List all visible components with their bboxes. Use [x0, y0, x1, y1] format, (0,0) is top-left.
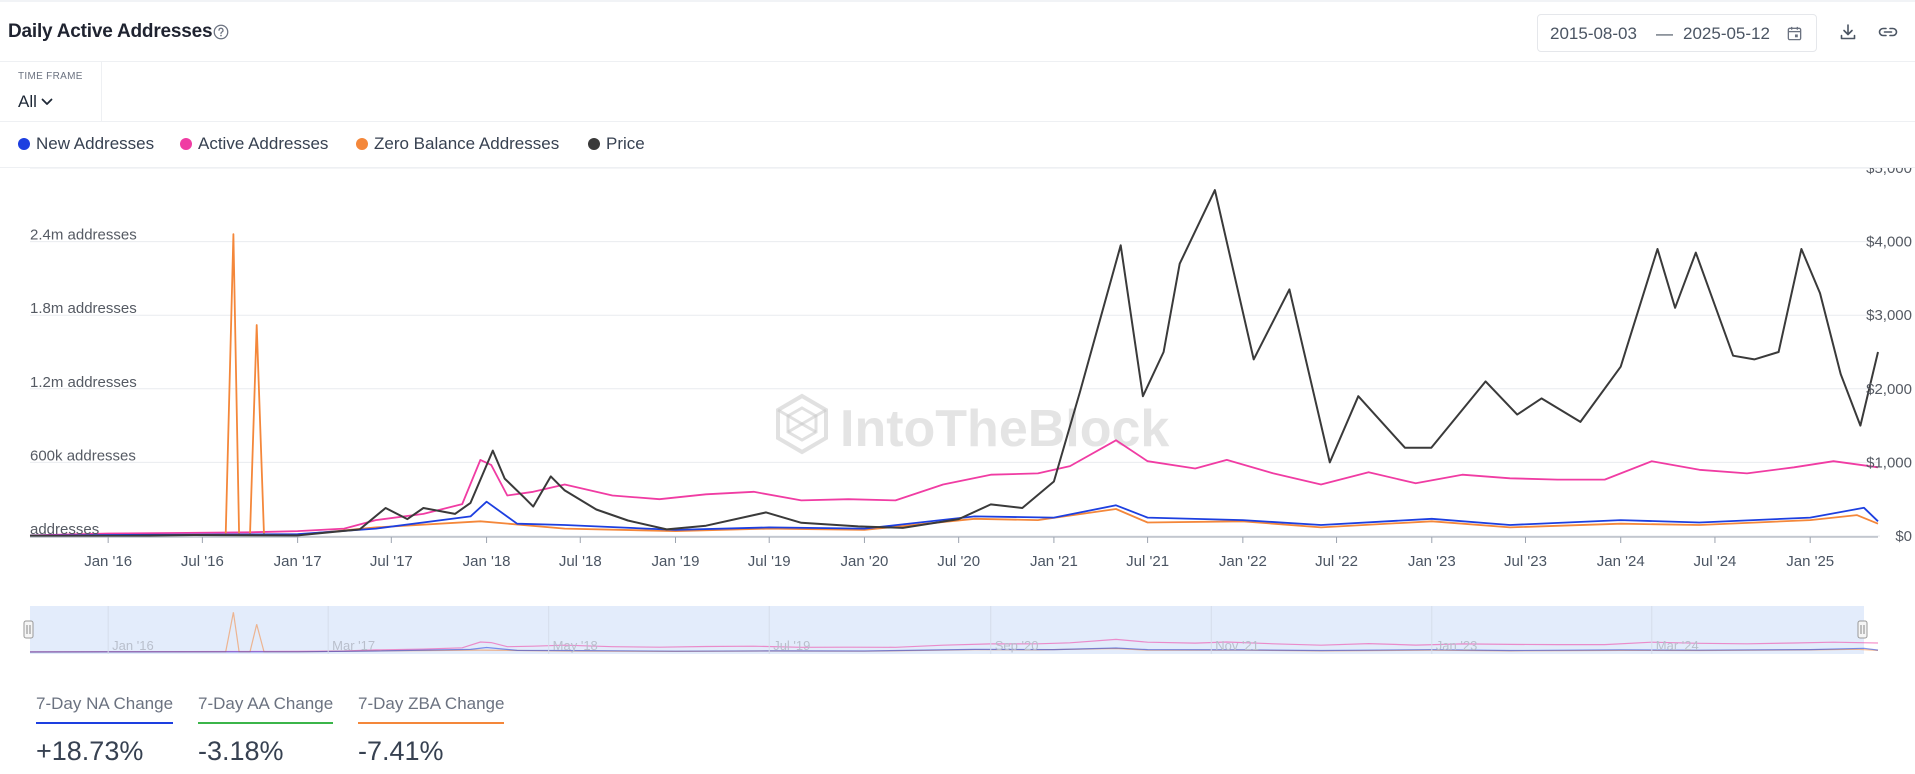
date-range-picker[interactable]: 2015-08-03 — 2025-05-12	[1537, 14, 1817, 52]
y-right-tick-label: $3,000	[1866, 307, 1912, 324]
gridlines	[30, 168, 1880, 537]
series-line-price[interactable]	[29, 189, 1879, 537]
y-right-tick-label: $4,000	[1866, 234, 1912, 251]
x-tick-label: Jul '23	[1504, 553, 1547, 570]
x-tick-label: Jan '24	[1597, 553, 1645, 570]
stat-value: -3.18%	[198, 736, 284, 766]
y-right-tick-label: $2,000	[1866, 381, 1912, 398]
watermark: IntoTheBlock	[776, 393, 1169, 458]
x-tick-label: Jan '20	[840, 553, 888, 570]
legend-dot	[588, 138, 600, 150]
stat-value: -7.41%	[358, 736, 444, 766]
watermark-logo-icon	[776, 393, 828, 455]
stat-aa-change: 7-Day AA Change -3.18%	[198, 694, 334, 766]
legend-item-new-addresses[interactable]: New Addresses	[18, 134, 154, 154]
x-tick-label: Jul '22	[1315, 553, 1358, 570]
stat-na-change: 7-Day NA Change +18.73%	[36, 694, 174, 766]
watermark-text: IntoTheBlock	[840, 400, 1169, 458]
divider	[0, 121, 1915, 122]
chevron-down-icon[interactable]	[40, 96, 54, 108]
legend-label: Zero Balance Addresses	[374, 134, 560, 153]
y-left-tick-label: 1.2m addresses	[30, 374, 137, 391]
legend-label: New Addresses	[36, 134, 155, 153]
navigator-series-line	[29, 638, 1879, 653]
legend-item-price[interactable]: Price	[588, 134, 645, 154]
navigator-series-line	[29, 646, 1879, 653]
y-right-tick-label: $0	[1895, 528, 1912, 545]
legend-label: Active Addresses	[198, 134, 329, 153]
x-tick-label: Jan '17	[274, 553, 322, 570]
navigator-label: Mar '17	[332, 638, 375, 653]
navigator-label: Jan '16	[112, 638, 154, 653]
series-line-active-addresses[interactable]	[29, 439, 1879, 537]
chart-header: Daily Active Addresses 2015-08-03 — 2025…	[0, 0, 1915, 62]
navigator-handle-left[interactable]	[23, 620, 34, 639]
legend-item-active-addresses[interactable]: Active Addresses	[180, 134, 328, 154]
y-left-tick-label: addresses	[30, 521, 99, 538]
legend-dot	[180, 138, 192, 150]
navigator-handle-right[interactable]	[1857, 620, 1868, 639]
navigator-label: Nov '21	[1215, 638, 1259, 653]
series-line-zero-balance-addresses[interactable]	[29, 233, 1879, 537]
x-tick-label: Jul '24	[1693, 553, 1736, 570]
navigator-label: Jul '19	[773, 638, 810, 653]
main-chart[interactable]: IntoTheBlock $0$1,000$2,000$3,000$4,000$…	[0, 168, 1915, 588]
x-tick-label: Jan '22	[1219, 553, 1267, 570]
timeframe-label: TIME FRAME	[18, 71, 83, 82]
navigator-label: Jan '23	[1436, 638, 1478, 653]
stat-label: 7-Day ZBA Change	[358, 694, 505, 724]
x-tick-label: Jan '19	[652, 553, 700, 570]
x-tick-label: Jul '16	[181, 553, 224, 570]
stat-zba-change: 7-Day ZBA Change -7.41%	[358, 694, 505, 766]
x-tick-label: Jan '23	[1408, 553, 1456, 570]
page-title: Daily Active Addresses	[8, 21, 213, 42]
x-tick-label: Jan '18	[463, 553, 511, 570]
x-tick-label: Jan '25	[1786, 553, 1834, 570]
navigator-series	[29, 612, 1879, 653]
y-left-tick-label: 600k addresses	[30, 447, 136, 464]
legend-label: Price	[606, 134, 645, 153]
x-tick-label: Jul '19	[748, 553, 791, 570]
axis-layer: $0 $1,000 $2,000 $3,000 $4,000 $5,000 addresse…	[30, 168, 1912, 570]
series-line-new-addresses[interactable]	[29, 500, 1879, 537]
x-tick-label: Jan '16	[84, 553, 132, 570]
stat-label: 7-Day NA Change	[36, 694, 174, 724]
navigator[interactable]: Jan '16 Mar '17 May '18 Jul '19 Sep '20 Nov '…	[0, 600, 1915, 660]
legend-dot	[356, 138, 368, 150]
calendar-icon	[1787, 26, 1802, 41]
legend-item-zero-balance-addresses[interactable]: Zero Balance Addresses	[356, 134, 559, 154]
x-tick-label: Jul '20	[937, 553, 980, 570]
x-tick-label: Jan '21	[1030, 553, 1078, 570]
y-right-tick-label: $1,000	[1866, 454, 1912, 471]
y-left-tick-label: 1.8m addresses	[30, 300, 137, 317]
date-separator: —	[1656, 24, 1673, 43]
x-tick-label: Jul '21	[1126, 553, 1169, 570]
timeframe-value[interactable]: All	[18, 92, 37, 111]
navigator-label: Sep '20	[995, 638, 1039, 653]
link-icon[interactable]	[1877, 22, 1899, 42]
navigator-labels: Jan '16 Mar '17 May '18 Jul '19 Sep '20 Nov '…	[107, 606, 1699, 654]
legend-dot	[18, 138, 30, 150]
x-tick-label: Jul '17	[370, 553, 413, 570]
help-icon[interactable]	[212, 23, 230, 41]
timeframe-selector[interactable]: TIME FRAME All	[0, 62, 102, 122]
series-layer	[29, 189, 1879, 537]
stat-label: 7-Day AA Change	[198, 694, 334, 724]
navigator-label: May '18	[553, 638, 598, 653]
y-right-tick-label: $5,000	[1866, 168, 1912, 177]
date-end: 2025-05-12	[1683, 24, 1770, 43]
stat-value: +18.73%	[36, 736, 144, 766]
x-tick-label: Jul '18	[559, 553, 602, 570]
date-start: 2015-08-03	[1550, 24, 1637, 43]
navigator-label: Mar '24	[1656, 638, 1699, 653]
navigator-window[interactable]	[30, 606, 1864, 654]
download-icon[interactable]	[1838, 22, 1858, 42]
y-left-tick-label: 2.4m addresses	[30, 227, 137, 244]
